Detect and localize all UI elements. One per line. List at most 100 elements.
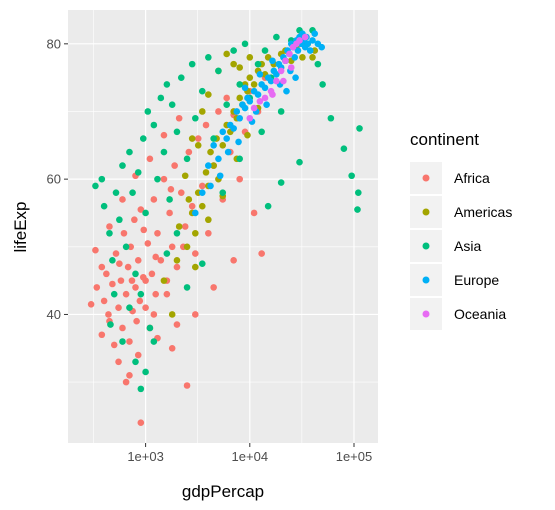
data-point-asia <box>129 189 136 196</box>
data-point-europe <box>311 30 319 37</box>
legend-title: continent <box>410 130 479 149</box>
data-point-asia <box>132 270 139 278</box>
data-point-europe <box>241 104 249 112</box>
data-point-asia <box>157 94 165 102</box>
data-point-asia <box>261 47 269 54</box>
data-point-asia <box>122 243 130 251</box>
data-point-asia <box>163 81 171 88</box>
data-point-africa <box>152 290 159 298</box>
data-point-asia <box>210 135 217 142</box>
data-point-africa <box>115 358 122 366</box>
data-point-europe <box>292 74 299 81</box>
data-point-europe <box>210 142 217 149</box>
data-point-africa <box>154 229 161 237</box>
x-tick-label: 1e+04 <box>232 449 269 464</box>
data-point-africa <box>205 229 212 237</box>
data-point-europe <box>306 47 314 54</box>
data-point-oceania <box>277 67 285 75</box>
data-point-americas <box>194 142 202 149</box>
data-point-asia <box>198 260 206 268</box>
x-tick-label: 1e+05 <box>336 449 373 464</box>
data-point-africa <box>142 304 149 311</box>
data-point-africa <box>236 175 243 183</box>
data-point-oceania <box>286 50 293 58</box>
data-point-asia <box>160 148 168 156</box>
data-point-asia <box>112 189 120 196</box>
legend-key-americas <box>422 208 430 216</box>
data-point-oceania <box>301 33 309 41</box>
data-point-asia <box>205 54 212 61</box>
data-point-europe <box>219 128 227 136</box>
data-point-americas <box>173 257 181 264</box>
data-point-europe <box>267 77 275 85</box>
data-point-asia <box>258 128 265 136</box>
data-point-asia <box>142 368 149 376</box>
data-point-asia <box>173 128 181 136</box>
data-point-americas <box>185 196 193 203</box>
data-point-asia <box>154 175 161 183</box>
data-point-europe <box>235 138 242 146</box>
data-point-asia <box>107 321 114 328</box>
data-point-asia <box>254 60 262 68</box>
y-tick-label: 40 <box>47 307 61 322</box>
data-point-africa <box>152 253 159 261</box>
data-point-africa <box>160 131 168 139</box>
legend-key-africa <box>422 174 430 182</box>
data-point-europe <box>254 91 262 98</box>
data-point-asia <box>273 33 280 41</box>
data-point-asia <box>110 290 118 298</box>
data-point-africa <box>122 290 130 298</box>
data-point-asia <box>319 81 326 88</box>
data-point-asia <box>198 87 206 95</box>
data-point-oceania <box>287 64 295 71</box>
data-point-oceania <box>269 91 276 98</box>
data-point-europe <box>230 125 237 132</box>
data-point-asia <box>356 125 363 132</box>
data-point-asia <box>188 60 196 68</box>
data-point-africa <box>177 189 185 196</box>
legend-label-americas: Americas <box>454 204 512 220</box>
data-point-africa <box>98 263 106 271</box>
x-tick-label: 1e+03 <box>127 449 164 464</box>
data-point-africa <box>146 155 154 163</box>
data-point-africa <box>171 162 178 169</box>
data-point-africa <box>126 372 133 379</box>
data-point-asia <box>139 135 147 142</box>
legend-label-africa: Africa <box>454 170 490 186</box>
legend-key-asia <box>422 242 430 250</box>
data-point-europe <box>246 98 254 105</box>
data-point-africa <box>105 311 112 318</box>
data-point-asia <box>277 108 285 115</box>
data-point-africa <box>166 209 173 217</box>
data-point-africa <box>134 257 142 264</box>
data-point-europe <box>233 108 241 115</box>
data-point-europe <box>198 189 206 196</box>
data-point-americas <box>198 202 206 210</box>
data-point-africa <box>144 240 152 247</box>
data-point-africa <box>100 297 108 305</box>
data-point-asia <box>277 179 285 186</box>
data-point-africa <box>117 277 125 284</box>
data-point-africa <box>109 280 116 288</box>
data-point-europe <box>192 209 199 217</box>
data-point-africa <box>192 250 199 257</box>
data-point-asia <box>166 196 173 203</box>
data-point-americas <box>175 223 183 230</box>
data-point-americas <box>236 94 243 102</box>
data-point-asia <box>327 114 335 122</box>
data-point-africa <box>148 270 156 278</box>
legend-label-europe: Europe <box>454 272 499 288</box>
data-point-asia <box>168 101 176 109</box>
data-point-africa <box>134 351 142 359</box>
data-point-asia <box>236 81 243 88</box>
data-point-asia <box>132 358 139 366</box>
data-point-americas <box>244 131 251 139</box>
y-tick-label: 80 <box>47 36 61 51</box>
data-point-asia <box>177 74 185 81</box>
data-point-americas <box>183 243 191 251</box>
data-point-asia <box>354 206 361 213</box>
data-point-oceania <box>273 77 280 85</box>
data-point-africa <box>124 263 132 271</box>
data-point-africa <box>202 121 210 129</box>
data-point-europe <box>215 155 222 163</box>
